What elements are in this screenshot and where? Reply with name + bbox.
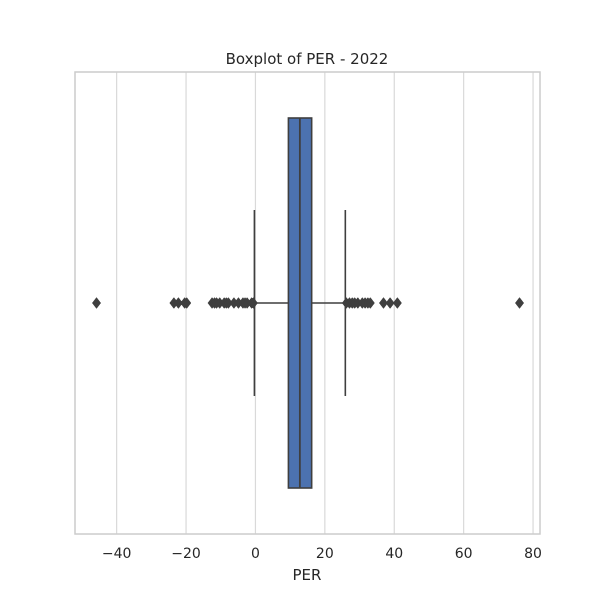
outlier-point-29 — [385, 297, 395, 309]
plot-frame — [74, 71, 541, 535]
x-tick-label-0: −40 — [102, 546, 132, 562]
outlier-point-30 — [392, 297, 402, 309]
x-tick-label-1: −20 — [171, 546, 201, 562]
outlier-point-27 — [365, 297, 375, 309]
x-tick-label-5: 60 — [455, 546, 473, 562]
outlier-point-0 — [91, 297, 102, 309]
x-axis-title: PER — [293, 566, 322, 584]
outlier-point-28 — [378, 297, 389, 309]
x-tick-label-3: 20 — [316, 546, 334, 562]
outlier-point-2 — [173, 297, 183, 309]
x-tick-labels: −40 −20 0 20 40 60 80 — [102, 546, 542, 562]
chart-title: Boxplot of PER - 2022 — [226, 50, 389, 68]
outlier-group — [91, 297, 525, 309]
x-tick-label-4: 40 — [385, 546, 403, 562]
x-tick-label-2: 0 — [251, 546, 260, 562]
x-tick-label-6: 80 — [524, 546, 542, 562]
box-group — [253, 117, 347, 489]
outlier-point-31 — [515, 297, 525, 309]
outlier-point-4 — [182, 297, 192, 309]
outlier-point-18 — [248, 297, 258, 309]
